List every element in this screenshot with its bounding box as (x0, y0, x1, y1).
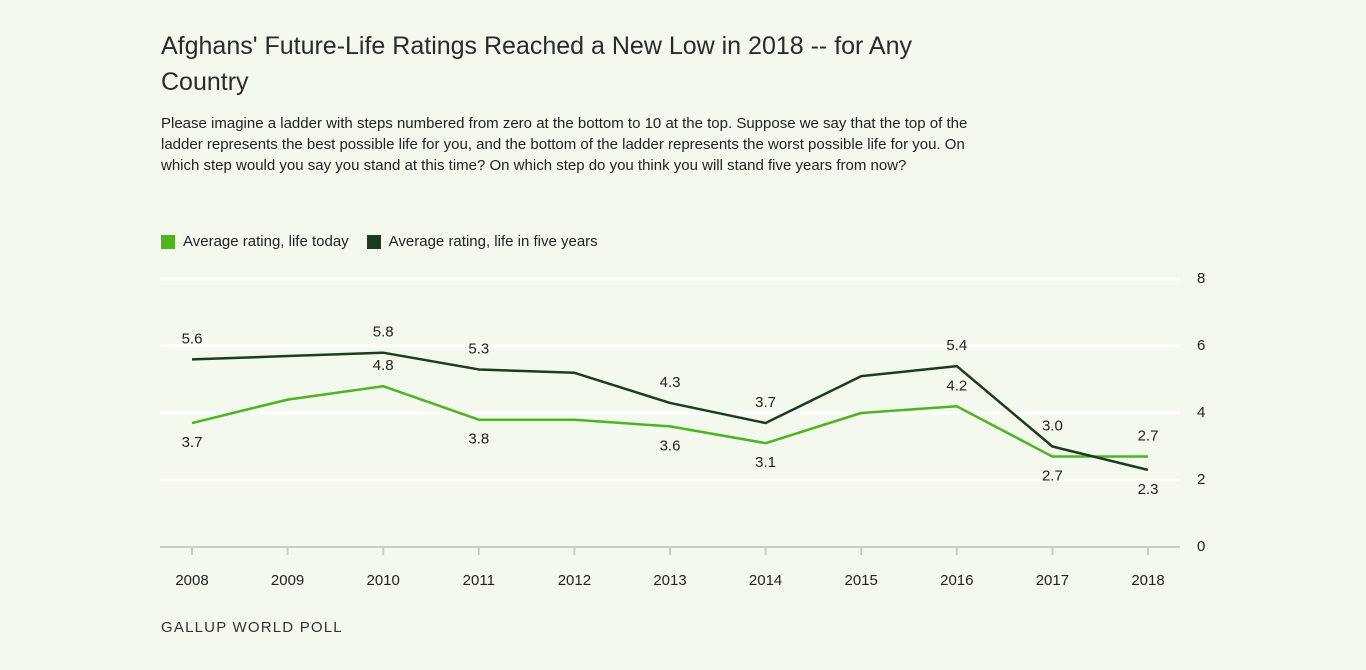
y-tick-label: 4 (1197, 404, 1205, 421)
x-tick-label: 2016 (940, 572, 973, 589)
x-tick-label: 2014 (749, 572, 782, 589)
data-label: 4.2 (946, 377, 967, 394)
series-line (191, 351, 1149, 472)
x-tick-label: 2008 (175, 572, 208, 589)
x-tick-label: 2012 (558, 572, 591, 589)
data-label: 3.1 (755, 454, 776, 471)
legend-label: Average rating, life in five years (388, 233, 598, 250)
chart: 0 2 4 6 8 2008 2009 2010 2011 2012 2013 2014 2015 201… (160, 270, 1205, 589)
data-label: 5.3 (468, 340, 489, 357)
x-tick-label: 2013 (653, 572, 686, 589)
y-tick-label: 2 (1197, 471, 1205, 488)
data-label: 3.7 (755, 394, 776, 411)
data-label: 3.0 (1042, 417, 1063, 434)
y-tick-label: 6 (1197, 337, 1205, 354)
data-label: 5.4 (946, 337, 967, 354)
legend-label: Average rating, life today (183, 233, 349, 250)
data-label: 5.8 (373, 324, 394, 341)
data-label: 3.7 (182, 434, 203, 451)
data-label: 2.3 (1138, 481, 1159, 498)
y-tick-label: 8 (1197, 270, 1205, 287)
data-label: 5.6 (182, 330, 203, 347)
x-tick-label: 2010 (367, 572, 400, 589)
y-tick-label: 0 (1197, 538, 1205, 555)
data-label: 3.6 (660, 437, 681, 454)
legend-item: Average rating, life today (161, 233, 349, 250)
legend: Average rating, life today Average rating… (161, 233, 598, 250)
chart-title: Afghans' Future-Life Ratings Reached a N… (161, 32, 913, 96)
x-tick-label: 2018 (1131, 572, 1164, 589)
data-label: 4.3 (660, 374, 681, 391)
data-label: 2.7 (1042, 468, 1063, 485)
x-tick-label: 2017 (1036, 572, 1069, 589)
data-label: 2.7 (1138, 428, 1159, 445)
data-label: 3.8 (468, 431, 489, 448)
x-tick-label: 2009 (271, 572, 304, 589)
legend-swatch (161, 234, 175, 249)
x-tick-label: 2011 (463, 572, 495, 589)
legend-swatch (366, 234, 381, 249)
legend-item: Average rating, life in five years (366, 233, 598, 250)
x-tick-label: 2015 (845, 572, 878, 589)
source: GALLUP WORLD POLL (161, 619, 343, 636)
data-label: 4.8 (373, 357, 394, 374)
chart-subtitle: Please imagine a ladder with steps numbe… (161, 115, 968, 174)
series-line (191, 384, 1148, 458)
